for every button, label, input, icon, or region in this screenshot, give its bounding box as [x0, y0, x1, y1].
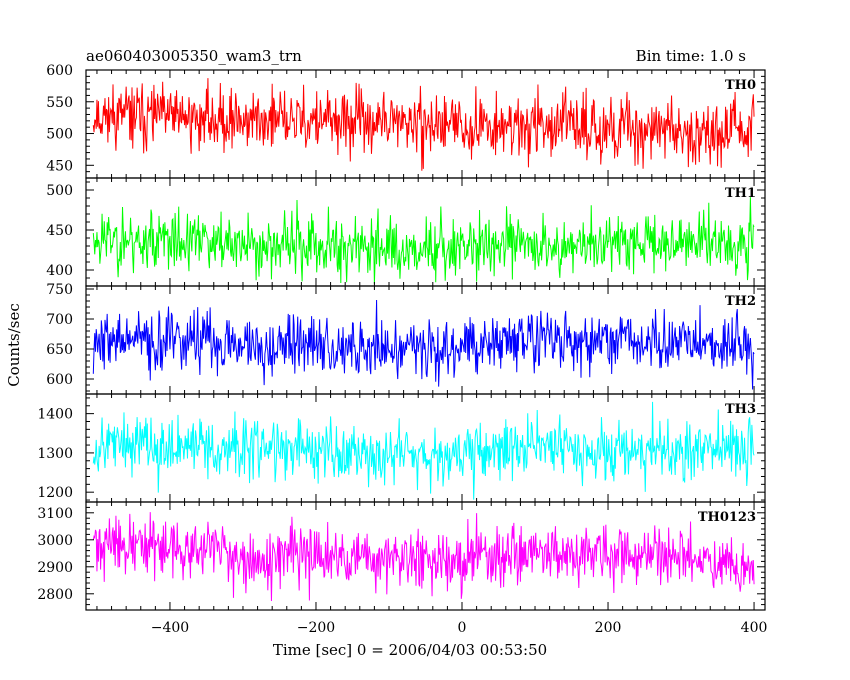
series-th0123 [92, 512, 755, 601]
series-label: TH2 [725, 294, 756, 309]
x-tick-label: −200 [297, 620, 335, 636]
y-tick-label: 750 [46, 282, 73, 298]
y-tick-label: 1300 [37, 446, 73, 462]
panel-th2: 600 650 700 750 TH2 [46, 282, 766, 395]
bin-time-label: Bin time: 1.0 s [636, 47, 746, 65]
y-tick-label: 600 [46, 372, 73, 388]
y-tick-label: 400 [46, 263, 73, 279]
x-axis-label: Time [sec] 0 = 2006/04/03 00:53:50 [273, 641, 547, 659]
chart-title: ae060403005350_wam3_trn [86, 47, 302, 65]
x-tick-label: 400 [741, 620, 768, 636]
y-tick-label: 500 [46, 183, 73, 199]
y-tick-label: 650 [46, 342, 73, 358]
y-tick-label: 500 [46, 127, 73, 143]
series-th1 [92, 197, 755, 284]
series-th2 [92, 299, 755, 390]
series-th3 [92, 401, 755, 500]
panel-th3: 1200 1300 1400 TH3 [37, 393, 766, 503]
series-label: TH3 [725, 402, 756, 417]
y-tick-label: 600 [46, 63, 73, 79]
y-tick-label: 2800 [37, 587, 73, 603]
y-tick-label: 450 [46, 223, 73, 239]
x-tick-label: −400 [151, 620, 189, 636]
series-label: TH1 [725, 186, 756, 201]
panel-th0123: 2800 2900 3000 3100 TH0123 [37, 501, 766, 611]
y-tick-label: 1400 [37, 407, 73, 423]
x-tick-label: 0 [458, 620, 467, 636]
series-th0 [92, 78, 755, 171]
y-tick-label: 3000 [37, 533, 73, 549]
y-tick-label: 550 [46, 95, 73, 111]
panel-th1: 400 450 500 TH1 [46, 177, 766, 287]
y-tick-label: 2900 [37, 560, 73, 576]
x-tick-label: 200 [595, 620, 622, 636]
panel-th0: 450 500 550 600 TH0 [46, 63, 766, 179]
y-axis-label: Counts/sec [5, 303, 23, 387]
panels-group: 450 500 550 600 TH0 400 450 500 TH1 600 650 700 750 T… [37, 63, 767, 636]
y-tick-label: 1200 [37, 485, 73, 501]
y-tick-label: 3100 [37, 506, 73, 522]
y-tick-label: 450 [46, 158, 73, 174]
y-tick-label: 700 [46, 312, 73, 328]
series-label: TH0 [725, 78, 756, 93]
series-label: TH0123 [698, 510, 756, 525]
